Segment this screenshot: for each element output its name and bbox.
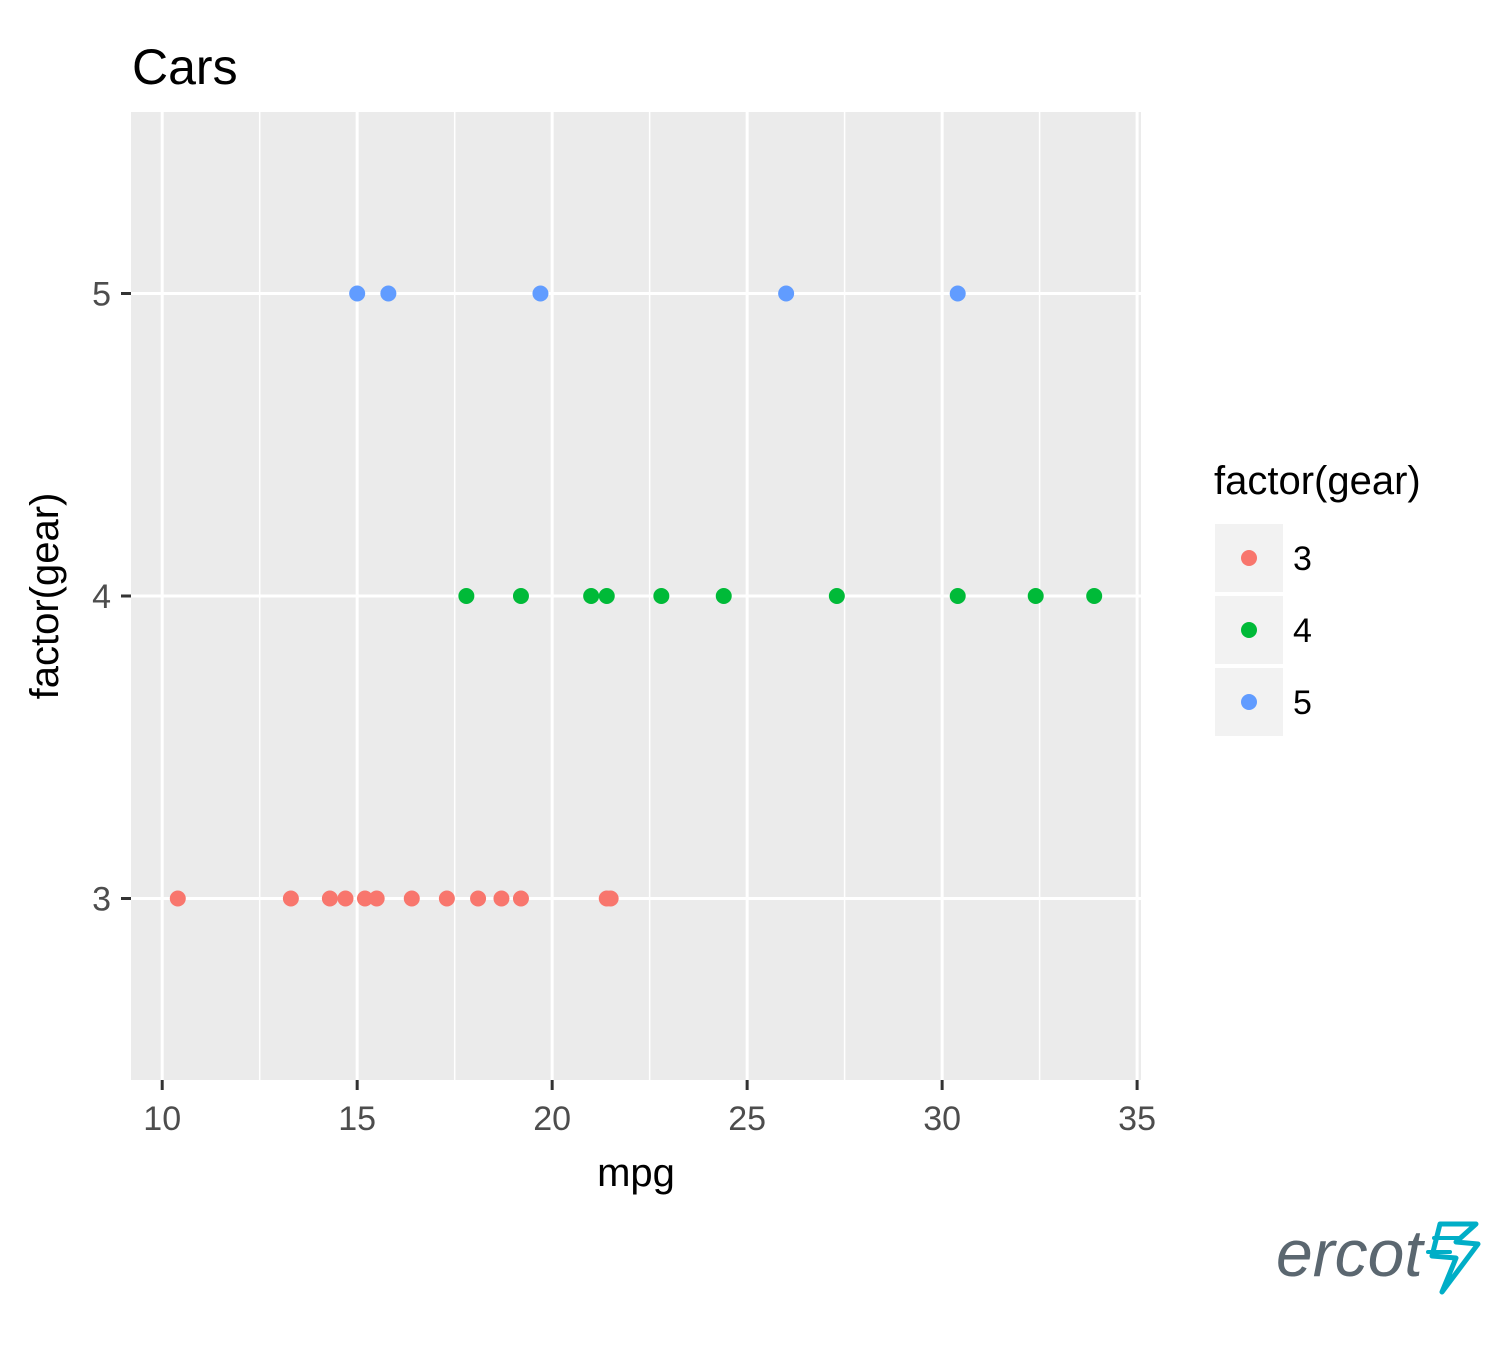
x-tick-label: 20 (533, 1100, 571, 1138)
data-point-gear-3 (321, 890, 338, 907)
logo-wordmark: ercot (1276, 1216, 1425, 1290)
data-point-gear-4 (1027, 588, 1044, 604)
data-point-gear-4 (715, 588, 732, 604)
data-point-gear-4 (949, 588, 966, 604)
data-point-gear-5 (532, 285, 549, 302)
data-point-gear-3 (368, 890, 385, 907)
legend-title: factor(gear) (1214, 459, 1421, 503)
data-point-gear-3 (438, 890, 455, 907)
x-tick-label: 15 (338, 1100, 376, 1138)
y-axis-label: factor(gear) (23, 493, 67, 700)
legend-label-5: 5 (1293, 684, 1312, 722)
data-point-gear-4 (598, 588, 615, 604)
legend-marker (1241, 622, 1257, 638)
data-point-gear-3 (282, 890, 299, 907)
y-tick-label: 3 (92, 881, 111, 919)
legend: factor(gear) 3 4 5 (1214, 459, 1421, 736)
data-point-gear-3 (512, 890, 529, 907)
data-point-gear-5 (349, 285, 366, 302)
chart-title: Cars (132, 39, 238, 95)
ercot-logo: ercot (1276, 1216, 1481, 1295)
data-point-gear-4 (458, 588, 475, 604)
x-tick-label: 25 (728, 1100, 766, 1138)
x-tick-label: 10 (143, 1100, 181, 1138)
data-point-gear-4 (828, 588, 845, 604)
y-tick-label: 5 (92, 276, 111, 314)
data-point-gear-5 (778, 285, 795, 302)
data-point-gear-3 (403, 890, 420, 907)
data-point-gear-4 (653, 588, 670, 604)
legend-marker (1241, 694, 1257, 710)
legend-marker (1241, 550, 1257, 566)
y-tick-label: 4 (92, 578, 111, 616)
data-point-gear-4 (1086, 588, 1103, 604)
legend-label-3: 3 (1293, 540, 1312, 578)
data-point-gear-3 (470, 890, 487, 907)
x-tick-label: 30 (923, 1100, 961, 1138)
x-axis: 10 15 20 25 30 35 (143, 1080, 1156, 1138)
data-point-gear-4 (512, 588, 529, 604)
y-axis: 3 4 5 (92, 276, 131, 919)
data-point-gear-3 (602, 890, 619, 907)
data-point-gear-3 (493, 890, 510, 907)
data-point-gear-4 (583, 588, 600, 604)
lightning-bolt-icon (1426, 1221, 1481, 1295)
data-point-gear-3 (169, 890, 186, 907)
data-point-gear-5 (380, 285, 397, 302)
x-tick-label: 35 (1118, 1100, 1156, 1138)
data-point-gear-5 (949, 285, 966, 302)
data-points (169, 285, 1103, 907)
data-point-gear-3 (337, 890, 354, 907)
x-axis-label: mpg (597, 1151, 675, 1195)
legend-label-4: 4 (1293, 612, 1312, 650)
data-point-gear-3 (356, 890, 373, 907)
major-gridlines (131, 112, 1141, 1080)
